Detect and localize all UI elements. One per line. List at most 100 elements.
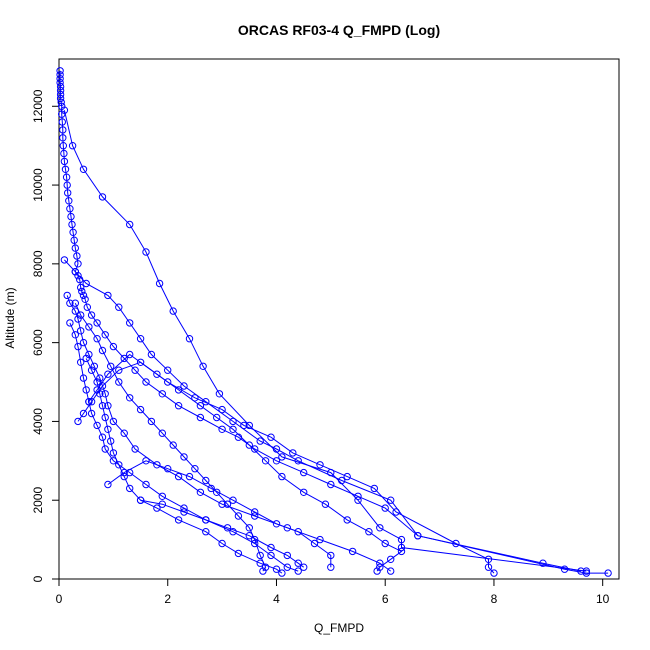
x-tick-label: 2: [164, 592, 171, 606]
data-point: [104, 370, 112, 378]
data-point: [256, 437, 264, 445]
data-point: [294, 559, 302, 567]
data-point: [63, 181, 71, 189]
data-point: [153, 461, 161, 469]
data-point: [376, 524, 384, 532]
data-point: [87, 366, 96, 374]
data-point: [397, 547, 406, 556]
data-point: [223, 524, 232, 532]
data-point: [60, 149, 68, 158]
profile-11: [136, 496, 308, 571]
x-tick-label: 8: [491, 592, 498, 606]
data-point: [354, 496, 362, 504]
data-point: [278, 472, 286, 481]
data-point: [77, 358, 85, 366]
profile-7: [82, 354, 286, 577]
data-point: [59, 134, 67, 142]
data-point: [202, 476, 210, 485]
data-point: [158, 429, 167, 437]
data-point: [294, 528, 302, 536]
data-point: [370, 484, 378, 493]
data-point: [71, 244, 80, 252]
data-point: [229, 496, 237, 504]
data-point: [199, 362, 207, 370]
data-point: [147, 417, 156, 426]
data-point: [256, 559, 264, 567]
data-point: [283, 551, 291, 560]
data-point: [164, 465, 172, 473]
data-point: [185, 472, 194, 481]
data-point: [365, 528, 373, 536]
data-point: [71, 331, 80, 339]
data-point: [452, 539, 460, 548]
data-point: [387, 567, 395, 575]
data-point: [147, 350, 156, 359]
data-point: [126, 220, 134, 229]
data-point: [215, 390, 224, 398]
data-point: [109, 342, 118, 351]
data-point: [71, 268, 80, 276]
data-point: [158, 492, 167, 500]
data-point: [278, 569, 286, 577]
y-tick-label: 12000: [31, 89, 45, 123]
data-point: [66, 299, 74, 307]
data-point: [343, 472, 351, 481]
data-point: [164, 378, 172, 386]
data-point: [115, 303, 123, 311]
data-point: [251, 508, 259, 516]
data-point: [283, 563, 291, 571]
data-point: [98, 193, 107, 201]
data-point: [101, 445, 109, 453]
data-point: [191, 465, 199, 473]
data-point: [82, 354, 90, 363]
data-point: [98, 402, 107, 410]
data-point: [142, 457, 150, 465]
data-point: [196, 488, 205, 496]
data-point: [202, 516, 210, 524]
data-point: [93, 421, 101, 430]
data-point: [251, 445, 259, 453]
data-point: [169, 307, 177, 315]
data-point: [104, 425, 112, 433]
data-point: [59, 142, 67, 150]
data-point: [397, 535, 406, 544]
y-axis-label: Altitude (m): [3, 287, 17, 348]
data-point: [74, 342, 82, 351]
data-point: [196, 402, 205, 410]
data-point: [70, 236, 78, 244]
data-point: [115, 461, 123, 469]
data-point: [229, 417, 237, 426]
data-point: [56, 94, 65, 103]
data-point: [58, 118, 66, 126]
data-point: [213, 413, 221, 422]
data-point: [136, 358, 145, 366]
data-point: [300, 468, 308, 477]
data-point: [387, 496, 395, 504]
data-point: [79, 291, 88, 300]
data-point: [414, 532, 422, 540]
data-point: [77, 311, 85, 319]
data-point: [259, 567, 267, 575]
x-tick-label: 4: [273, 592, 280, 606]
data-point: [348, 547, 357, 556]
data-point: [180, 504, 188, 512]
data-point: [604, 569, 612, 577]
data-point: [93, 378, 101, 386]
data-point: [174, 472, 183, 481]
data-point: [294, 457, 302, 465]
data-point: [85, 323, 93, 331]
series-line: [77, 361, 495, 574]
data-point: [240, 421, 248, 430]
data-point: [577, 567, 585, 575]
data-point: [272, 520, 281, 528]
data-point: [272, 565, 281, 573]
data-point: [101, 413, 109, 422]
data-point: [136, 496, 145, 504]
data-point: [218, 539, 226, 548]
data-point: [310, 539, 319, 548]
profile-8: [74, 358, 498, 577]
data-point: [74, 260, 82, 268]
data-point: [484, 563, 493, 571]
data-point: [79, 165, 88, 174]
